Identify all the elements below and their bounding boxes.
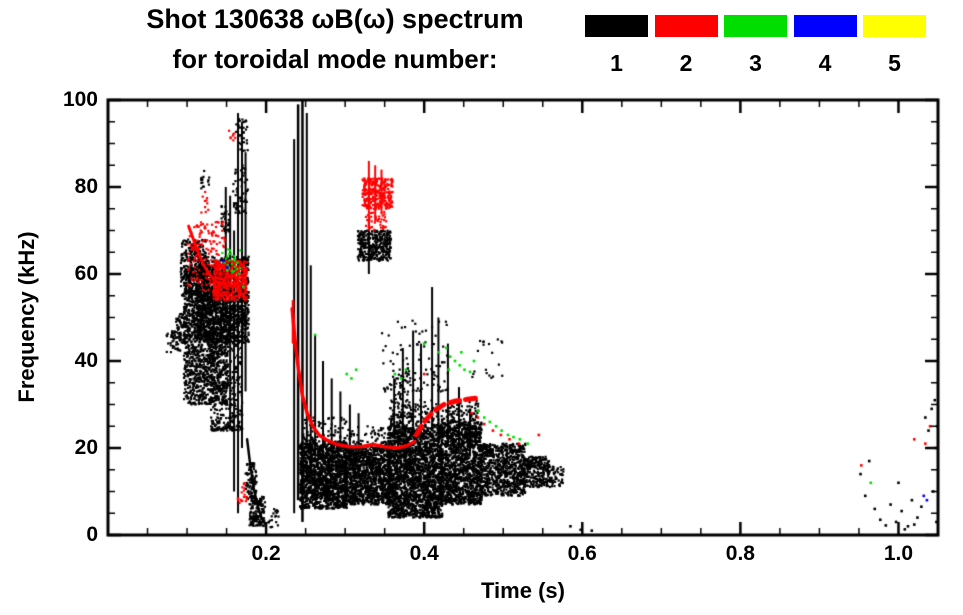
spectrogram-canvas	[0, 0, 963, 615]
spectrogram-figure: Shot 130638 ωB(ω) spectrum for toroidal …	[0, 0, 963, 615]
